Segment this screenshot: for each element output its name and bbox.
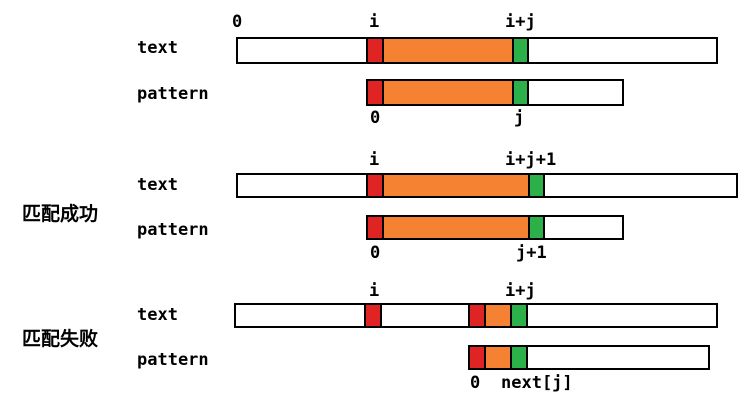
current-cell xyxy=(510,345,528,370)
matched-segment xyxy=(382,79,514,106)
matched-segment xyxy=(382,37,514,64)
index-label-pattern-0: 0 xyxy=(370,108,381,128)
index-label-i: i xyxy=(369,281,380,301)
index-label-i-plus-j: i+j xyxy=(505,12,536,32)
index-label-i: i xyxy=(369,12,380,32)
mismatch-cell-i xyxy=(364,303,382,328)
row-label-text: text xyxy=(137,175,178,195)
index-label-i-plus-j: i+j xyxy=(505,281,536,301)
row-label-text: text xyxy=(137,38,178,58)
index-label-j-plus-1: j+1 xyxy=(516,243,547,263)
row-label-pattern: pattern xyxy=(137,220,209,240)
index-label-0: 0 xyxy=(232,12,243,32)
matched-segment xyxy=(382,173,530,198)
section-title-failure: 匹配失败 xyxy=(22,328,99,350)
row-label-pattern: pattern xyxy=(137,350,209,370)
matched-segment xyxy=(484,345,512,370)
current-cell xyxy=(528,215,545,240)
index-label-i: i xyxy=(369,150,380,170)
index-label-next-j: next[j] xyxy=(501,373,573,393)
current-cell xyxy=(512,79,529,106)
index-label-i-plus-j-plus-1: i+j+1 xyxy=(505,150,557,170)
current-cell xyxy=(512,37,529,64)
matched-segment xyxy=(382,215,530,240)
prefix-matched-segment xyxy=(484,303,512,328)
index-label-pattern-0: 0 xyxy=(470,373,481,393)
index-label-j: j xyxy=(514,108,525,128)
row-label-text: text xyxy=(137,305,178,325)
current-cell xyxy=(510,303,528,328)
row-label-pattern: pattern xyxy=(137,84,209,104)
section-title-success: 匹配成功 xyxy=(22,203,99,225)
index-label-pattern-0: 0 xyxy=(370,243,381,263)
current-cell xyxy=(528,173,545,198)
